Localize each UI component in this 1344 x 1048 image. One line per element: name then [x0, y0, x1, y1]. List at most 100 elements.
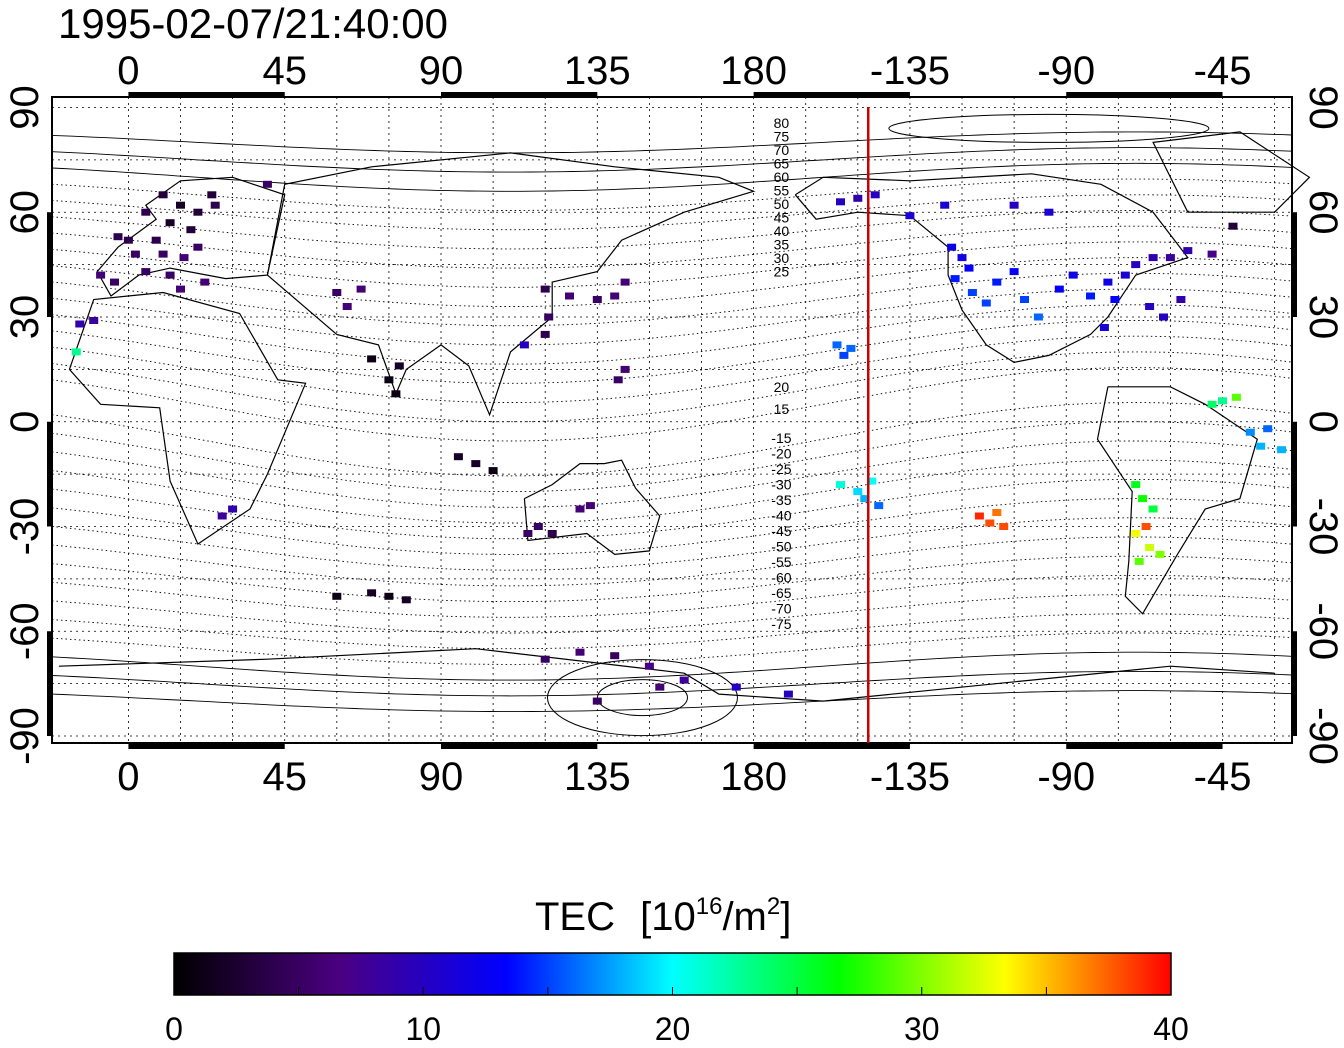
axis-band [128, 744, 285, 749]
colorbar-unit-base: [10 [640, 895, 696, 939]
contour-label: -35 [771, 492, 791, 508]
tec-point [999, 523, 1009, 530]
tec-point [1148, 254, 1158, 262]
tec-point [401, 596, 411, 604]
tec-point [71, 348, 81, 356]
tec-point [1176, 296, 1186, 303]
tec-point [575, 505, 585, 513]
tec-point [620, 278, 630, 286]
tec-point [384, 592, 394, 600]
tec-point [1103, 278, 1113, 286]
tec-point [1131, 530, 1141, 537]
contour-label: 50 [774, 196, 790, 212]
tec-point [1099, 324, 1109, 331]
lat-tick-label-right: 30 [1301, 295, 1344, 340]
tec-point [1120, 271, 1130, 279]
tec-point [193, 208, 203, 216]
tec-point [151, 236, 161, 244]
tec-point [1207, 250, 1217, 258]
tec-point [540, 285, 550, 293]
tec-point [592, 296, 602, 303]
tec-point [523, 530, 533, 537]
tec-point [731, 683, 741, 691]
axis-band [1292, 421, 1297, 527]
contour-line [51, 178, 1293, 211]
contour-line [51, 288, 1293, 346]
tec-point [981, 299, 991, 307]
lat-tick-label-left: 90 [3, 85, 47, 130]
contour-line [51, 459, 1293, 524]
lat-tick-label-left: 0 [3, 411, 47, 433]
contour-label: -75 [771, 616, 791, 632]
colorbar-unit-end: ] [780, 895, 791, 939]
coastline [58, 648, 1275, 702]
tec-point [217, 512, 227, 520]
tec-point [89, 317, 99, 324]
tec-point [110, 278, 119, 286]
tec-point [860, 495, 870, 503]
lon-tick-label-bottom: 90 [419, 755, 464, 799]
tec-point [356, 285, 366, 293]
tec-point [853, 194, 863, 202]
colorbar-tick-label: 10 [405, 1011, 441, 1047]
tec-point [783, 690, 793, 698]
axis-band [1292, 631, 1297, 737]
tec-point [394, 362, 404, 370]
lon-tick-label-bottom: -90 [1037, 755, 1095, 799]
tec-point [141, 208, 151, 216]
tec-point [985, 519, 995, 527]
contour-label: 30 [774, 250, 790, 266]
tec-point [367, 355, 377, 363]
tec-point [905, 212, 915, 220]
tec-point [1044, 208, 1054, 216]
tec-point [846, 344, 856, 352]
coastline [523, 459, 661, 556]
lat-tick-label-left: -90 [3, 707, 47, 765]
axis-band [753, 92, 910, 97]
tec-point [874, 502, 884, 510]
tec-point [613, 376, 623, 384]
lat-tick-label-right: -90 [1301, 707, 1344, 765]
tec-point [870, 191, 880, 199]
contour-label: 25 [774, 264, 790, 280]
tec-point [585, 502, 595, 510]
axis-band [47, 631, 52, 737]
colorbar-tick-label: 40 [1153, 1011, 1189, 1047]
contour-line [51, 225, 1293, 269]
tec-point [610, 292, 620, 300]
tec-point [1009, 268, 1019, 276]
timestamp-title: 1995-02-07/21:40:00 [58, 0, 448, 47]
tec-point [832, 341, 842, 349]
colorbar-tick-label: 0 [165, 1011, 183, 1047]
tec-point [620, 365, 630, 373]
tec-point [123, 236, 133, 244]
contour-label: -45 [771, 523, 791, 539]
colorbar-unit-mid: /m [722, 895, 766, 939]
contour-line [51, 670, 1293, 697]
tec-point [967, 289, 977, 296]
tec-point [1231, 393, 1241, 401]
lat-tick-label-left: 30 [3, 295, 47, 340]
tec-point [655, 683, 665, 691]
tec-point [228, 505, 238, 513]
lon-tick-label-bottom: 45 [262, 755, 307, 799]
tec-point [1110, 296, 1120, 303]
contour-label: -15 [771, 430, 791, 446]
axis-band [753, 744, 910, 749]
lat-lon-grid [52, 97, 1292, 743]
contour-line [51, 272, 1293, 327]
tec-point [1131, 261, 1141, 269]
axis-band [1292, 212, 1297, 317]
tec-point [367, 589, 377, 597]
map-plot-area: 8075706560555045403530252015-15-20-25-30… [3, 49, 1344, 799]
coastline [1096, 386, 1258, 615]
tec-point [565, 292, 574, 300]
contour-label: 55 [774, 183, 790, 199]
tec-point [332, 289, 342, 296]
contour-line [51, 594, 1293, 634]
coastline [266, 152, 756, 417]
tec-point [453, 453, 463, 461]
axis-band [1066, 744, 1223, 749]
colorbar-title: TEC [1016/m2] [535, 893, 791, 939]
